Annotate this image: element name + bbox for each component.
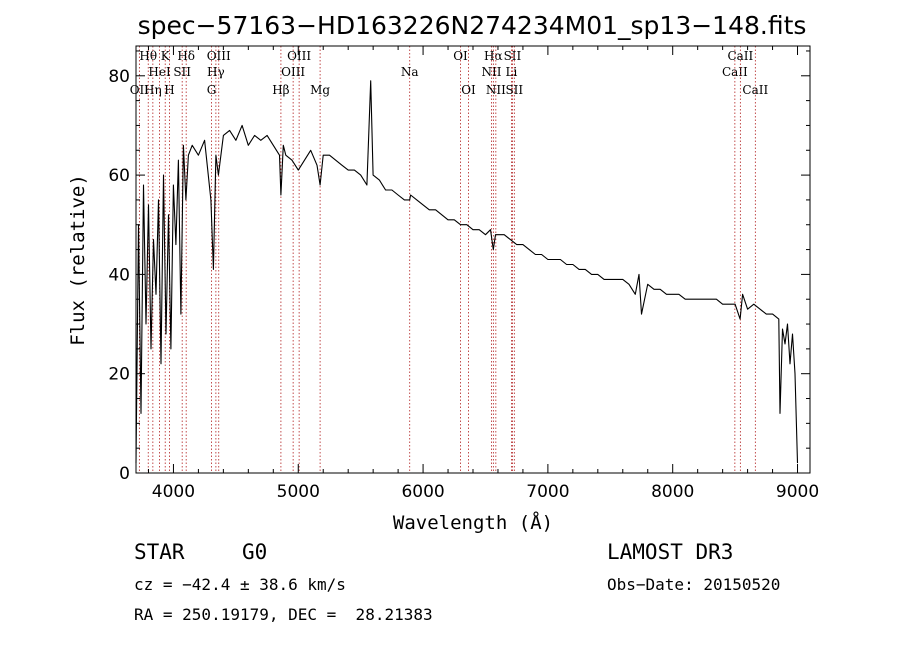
object-subclass: G0 <box>242 540 268 564</box>
spectral-line-label-15: Na <box>401 65 419 79</box>
x-tick-label: 5000 <box>277 482 320 502</box>
redshift-info: cz = −42.4 ± 38.6 km/s <box>134 575 346 594</box>
spectral-line-label-16: OI <box>453 49 468 63</box>
spectral-line-label-26: CaII <box>742 83 768 97</box>
coordinates: RA = 250.19179, DEC = 28.21383 <box>134 605 433 624</box>
spectral-line-label-0: OII <box>130 83 150 97</box>
spectral-line-label-3: HeI <box>148 65 171 79</box>
spectral-line-label-12: OIII <box>281 65 305 79</box>
y-tick-label: 80 <box>108 67 130 87</box>
x-tick-label: 8000 <box>651 482 694 502</box>
observation-date: Obs−Date: 20150520 <box>607 575 781 594</box>
spectral-line-label-22: SII <box>504 49 522 63</box>
spectral-line-label-19: Hα <box>484 49 503 63</box>
y-tick-label: 60 <box>108 166 130 186</box>
spectral-line-label-18: NII <box>481 65 501 79</box>
spectral-line-label-1: Hθ <box>139 49 157 63</box>
spectral-line-label-25: CaII <box>727 49 753 63</box>
spectral-line-label-4: K <box>161 49 171 63</box>
x-tick-label: 4000 <box>152 482 195 502</box>
spectral-line-label-20: NII <box>486 83 506 97</box>
y-tick-label: 20 <box>108 365 130 385</box>
spectral-line-markers: OII Hθ Hη HeI K H SII Hδ G Hγ OIII Hβ OIII OIII Mg Na OI… <box>130 46 768 473</box>
x-tick-label: 7000 <box>526 482 569 502</box>
survey-name: LAMOST DR3 <box>607 540 734 564</box>
spectral-line-label-11: Hβ <box>272 83 289 97</box>
spectrum-chart: spec−57163−HD163226N274234M01_sp13−148.f… <box>67 11 819 534</box>
spectral-line-label-7: Hδ <box>177 49 195 63</box>
object-class: STAR <box>134 540 185 564</box>
spectral-line-label-2: Hη <box>144 83 162 97</box>
spectral-line-label-24: CaII <box>722 65 748 79</box>
spectrum-series-line <box>135 80 799 464</box>
x-tick-label: 6000 <box>401 482 444 502</box>
axis-ticks: 4000 5000 6000 7000 8000 9000 0 20 40 60 80 <box>108 46 819 502</box>
spectral-line-label-13: OIII <box>287 49 311 63</box>
spectral-line-label-8: G <box>207 83 217 97</box>
y-tick-label: 40 <box>108 265 130 285</box>
spectral-line-label-9: Hγ <box>207 65 225 79</box>
plot-frame <box>135 45 811 474</box>
spectral-line-label-14: Mg <box>310 83 330 97</box>
spectral-line-label-5: H <box>164 83 174 97</box>
spectral-line-label-21: Li <box>506 65 518 79</box>
y-axis-label: Flux (relative) <box>67 174 89 346</box>
x-tick-label: 9000 <box>776 482 819 502</box>
y-tick-label: 0 <box>119 464 130 484</box>
spectral-line-label-17: OI <box>461 83 476 97</box>
chart-title: spec−57163−HD163226N274234M01_sp13−148.f… <box>138 11 807 40</box>
spectral-line-label-6: SII <box>173 65 191 79</box>
spectral-line-label-10: OIII <box>207 49 231 63</box>
x-axis-label: Wavelength (Å) <box>393 511 553 534</box>
spectral-line-label-23: SII <box>505 83 523 97</box>
